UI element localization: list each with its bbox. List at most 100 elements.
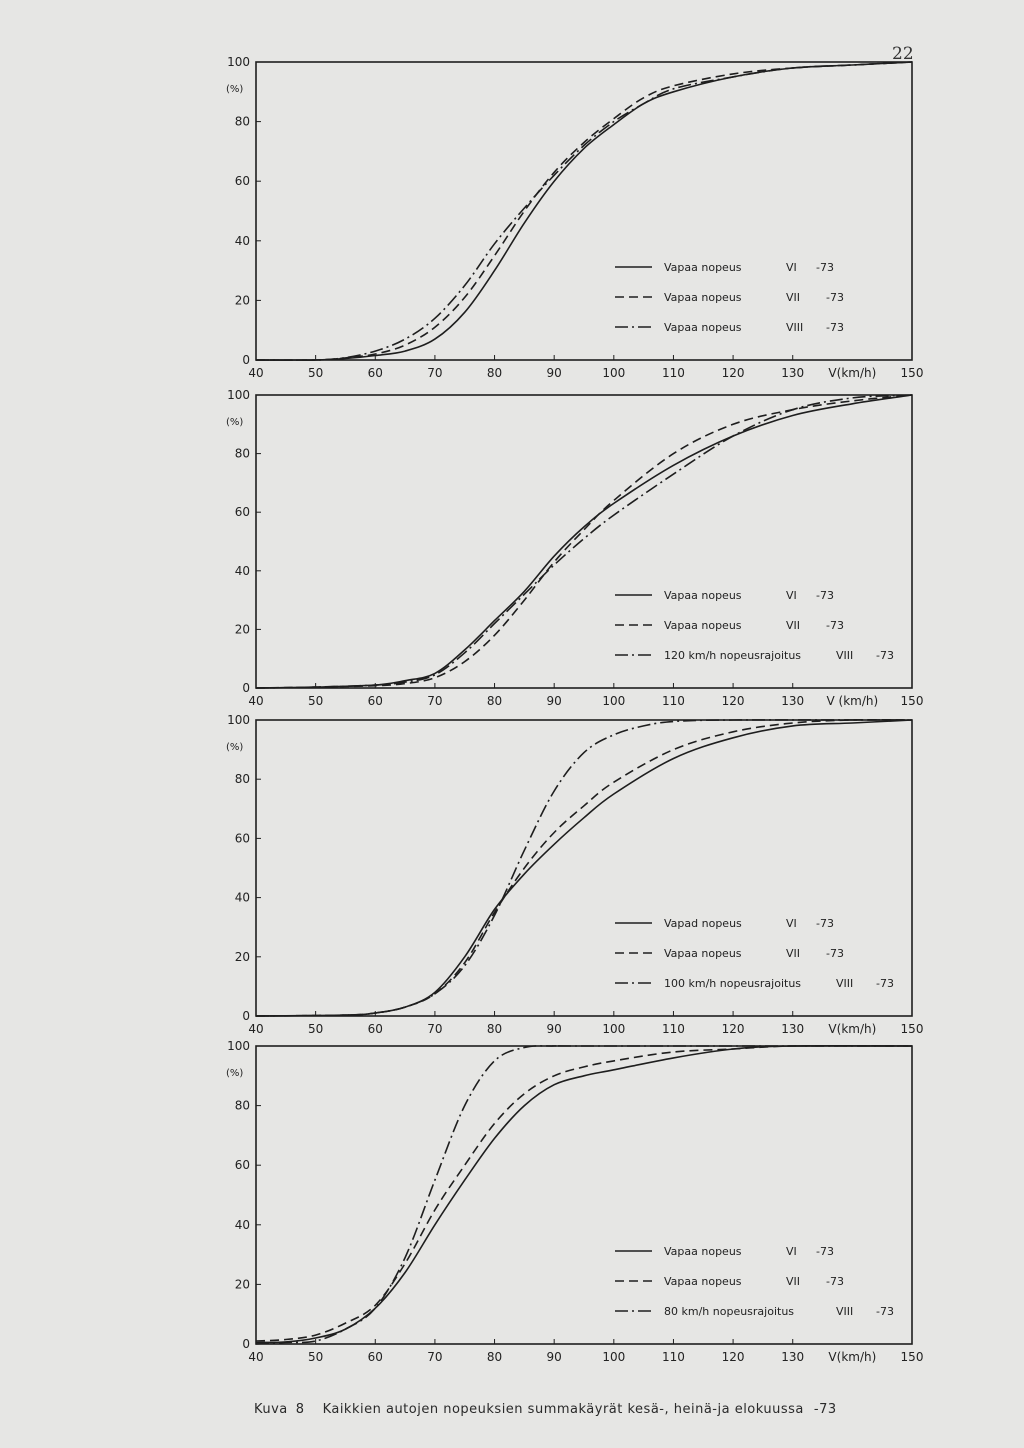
legend-year: -73 — [816, 1245, 834, 1258]
legend-year: -73 — [826, 947, 844, 960]
legend-month: VIII — [836, 649, 853, 662]
y-tick-label: 100 — [227, 388, 250, 402]
legend-year: -73 — [876, 1305, 894, 1318]
legend-year: -73 — [826, 1275, 844, 1288]
y-tick-label: 40 — [235, 564, 250, 578]
x-tick-label: 60 — [368, 1022, 383, 1036]
x-axis-label: V(km/h) — [828, 366, 876, 380]
series-line-dashdot — [255, 394, 913, 689]
legend-label: Vapad nopeus — [664, 917, 742, 930]
legend-month: VI — [786, 589, 797, 602]
legend-month: VII — [786, 947, 800, 960]
legend-label: Vapaa nopeus — [664, 291, 742, 304]
y-tick-label: 100 — [227, 55, 250, 69]
x-tick-label: 120 — [722, 1350, 745, 1364]
legend-label: Vapaa nopeus — [664, 619, 742, 632]
y-tick-label: 0 — [242, 1009, 250, 1023]
legend-label: Vapaa nopeus — [664, 947, 742, 960]
series-line-dashed — [255, 61, 913, 361]
x-tick-label: 60 — [368, 694, 383, 708]
y-tick-label: 80 — [235, 1099, 250, 1113]
y-tick-label: 60 — [235, 831, 250, 845]
legend-year: -73 — [876, 649, 894, 662]
series-line-dashdot — [255, 61, 913, 361]
chart-panel-4: 40 50 60 70 80 90 100 110 120 130 150 V(km/h) 0 20 40 6… — [226, 1039, 923, 1364]
legend-label: Vapaa nopeus — [664, 1245, 742, 1258]
legend-month: VI — [786, 917, 797, 930]
legend-year: -73 — [816, 917, 834, 930]
y-tick-label: 80 — [235, 115, 250, 129]
x-tick-label: 80 — [487, 1022, 502, 1036]
x-tick-label: 40 — [248, 1022, 263, 1036]
series-line-dashdot — [255, 1045, 912, 1345]
x-tick-label: 90 — [547, 1022, 562, 1036]
legend-label: Vapaa nopeus — [664, 261, 742, 274]
legend-month: VII — [786, 619, 800, 632]
legend-year: -73 — [826, 619, 844, 632]
caption-text: Kaikkien autojen nopeuksien summakäyrät … — [322, 1402, 804, 1417]
legend-year: -73 — [816, 589, 834, 602]
x-tick-label: 120 — [722, 1022, 745, 1036]
x-tick-label: 70 — [427, 694, 442, 708]
legend-year: -73 — [826, 321, 844, 334]
x-tick-label: 90 — [547, 1350, 562, 1364]
x-tick-label: 70 — [427, 366, 442, 380]
x-tick-label: 130 — [781, 1350, 804, 1364]
y-tick-label: 80 — [235, 772, 250, 786]
caption-label: Kuva — [254, 1402, 288, 1417]
x-tick-label: 150 — [901, 1022, 924, 1036]
x-tick-label: 50 — [308, 1022, 323, 1036]
series-line-dashed — [255, 394, 913, 689]
legend-month: VIII — [836, 977, 853, 990]
x-tick-label: 40 — [248, 366, 263, 380]
x-axis-label: V(km/h) — [828, 1350, 876, 1364]
x-tick-label: 100 — [602, 366, 625, 380]
x-tick-label: 40 — [248, 694, 263, 708]
x-tick-label: 110 — [662, 694, 685, 708]
legend-year: -73 — [876, 977, 894, 990]
legend-month: VI — [786, 1245, 797, 1258]
legend-month: VI — [786, 261, 797, 274]
series-line-solid — [255, 719, 913, 1017]
x-tick-label: 60 — [368, 1350, 383, 1364]
legend-label: Vapaa nopeus — [664, 321, 742, 334]
legend-label: Vapaa nopeus — [664, 589, 742, 602]
x-tick-label: 150 — [901, 694, 924, 708]
x-axis-label: V (km/h) — [827, 694, 879, 708]
x-tick-label: 120 — [722, 366, 745, 380]
plot-frame — [255, 394, 913, 689]
y-tick-label: 0 — [242, 681, 250, 695]
series-line-solid — [255, 1044, 913, 1344]
y-tick-label: 0 — [242, 1337, 250, 1351]
legend-month: VIII — [836, 1305, 853, 1318]
y-axis-label: (%) — [226, 84, 243, 95]
series-line-dashed — [255, 718, 913, 1017]
y-tick-label: 100 — [227, 1039, 250, 1053]
y-tick-label: 60 — [235, 1158, 250, 1172]
figure-caption: Kuva 8 Kaikkien autojen nopeuksien summakä… — [254, 1402, 944, 1417]
x-tick-label: 100 — [602, 1022, 625, 1036]
x-tick-label: 120 — [722, 694, 745, 708]
y-tick-label: 100 — [227, 713, 250, 727]
chart-panel-3: 40 50 60 70 80 90 100 110 120 130 150 V(km/h) 0 20 40 6… — [226, 713, 923, 1036]
legend-year: -73 — [816, 261, 834, 274]
x-tick-label: 110 — [662, 366, 685, 380]
y-tick-label: 20 — [235, 950, 250, 964]
y-tick-label: 80 — [235, 447, 250, 461]
x-tick-label: 50 — [308, 694, 323, 708]
legend-label: 80 km/h nopeusrajoitus — [664, 1305, 794, 1318]
x-tick-label: 100 — [602, 694, 625, 708]
series-line-solid — [255, 394, 913, 689]
legend-label: 120 km/h nopeusrajoitus — [664, 649, 801, 662]
x-tick-label: 60 — [368, 366, 383, 380]
y-tick-label: 60 — [235, 174, 250, 188]
x-tick-label: 150 — [901, 366, 924, 380]
plot-frame — [255, 719, 913, 1017]
legend-month: VII — [786, 291, 800, 304]
x-tick-label: 80 — [487, 1350, 502, 1364]
x-tick-label: 90 — [547, 366, 562, 380]
y-axis-label: (%) — [226, 1068, 243, 1079]
caption-number: 8 — [295, 1402, 305, 1417]
